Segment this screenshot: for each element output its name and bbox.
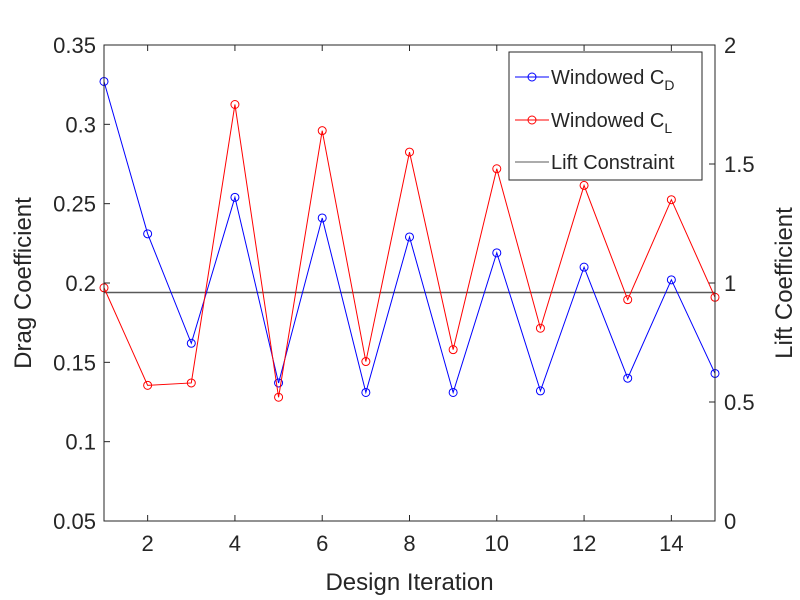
legend-drag-marker — [527, 72, 537, 82]
left-y-tick-label: 0.3 — [65, 112, 96, 137]
right-y-tick-label: 0 — [724, 509, 736, 534]
left-y-tick-label: 0.25 — [53, 192, 96, 217]
legend-drag-label: Windowed CD — [551, 67, 675, 93]
drag-point — [666, 275, 676, 285]
lift-point — [579, 180, 589, 190]
left-y-axis-ticks: 0.05 0.1 0.15 0.2 0.25 0.3 0.35 — [53, 33, 110, 534]
legend-lift-constraint-label: Lift Constraint — [551, 152, 675, 174]
legend: Windowed CD Windowed CL Lift Constraint — [508, 51, 703, 181]
lift-point — [448, 345, 458, 355]
drag-point — [186, 338, 196, 348]
left-y-axis-title: Drag Coefficient — [10, 197, 37, 369]
x-tick-label: 10 — [485, 531, 509, 556]
drag-point — [579, 262, 589, 272]
lift-point — [274, 392, 284, 402]
x-axis-ticks: 2 4 6 8 10 12 14 — [142, 45, 684, 556]
right-y-tick-label: 1.5 — [724, 152, 755, 177]
left-y-tick-label: 0.15 — [53, 350, 96, 375]
lift-point — [230, 100, 240, 109]
lift-point — [405, 147, 414, 157]
drag-point — [317, 213, 327, 223]
lift-point — [535, 323, 545, 333]
lift-point — [623, 295, 633, 305]
drag-point — [143, 229, 153, 239]
drag-point — [623, 373, 633, 383]
lift-point — [186, 378, 196, 388]
x-tick-label: 12 — [572, 531, 596, 556]
left-y-tick-label: 0.35 — [53, 33, 96, 58]
lift-point — [317, 126, 327, 136]
legend-lift-label: Windowed CL — [551, 110, 672, 136]
lift-point — [143, 380, 153, 390]
right-y-tick-label: 2 — [724, 33, 736, 58]
lift-point — [361, 357, 371, 367]
x-axis-title: Design Iteration — [325, 569, 493, 596]
right-y-tick-label: 1 — [724, 271, 736, 296]
right-y-axis-title: Lift Coefficient — [771, 207, 798, 359]
drag-point — [274, 378, 284, 388]
drag-point — [492, 248, 502, 258]
x-tick-label: 6 — [316, 531, 328, 556]
left-y-tick-label: 0.1 — [65, 430, 96, 455]
x-tick-label: 4 — [229, 531, 241, 556]
drag-point — [230, 192, 240, 202]
left-y-tick-label: 0.05 — [53, 509, 96, 534]
drag-point — [405, 232, 414, 242]
left-y-tick-label: 0.2 — [65, 271, 96, 296]
right-y-axis-ticks: 0 0.5 1 1.5 2 — [709, 33, 755, 534]
legend-box — [508, 51, 703, 181]
lift-point — [492, 164, 502, 174]
series-layer — [99, 76, 720, 402]
x-tick-label: 2 — [142, 531, 154, 556]
drag-series-line — [103, 81, 716, 395]
legend-lift-marker — [527, 115, 537, 125]
lift-point — [666, 195, 676, 205]
x-tick-label: 8 — [403, 531, 415, 556]
x-tick-label: 14 — [659, 531, 683, 556]
drag-point — [535, 386, 545, 396]
right-y-tick-label: 0.5 — [724, 390, 755, 415]
drag-point — [448, 387, 458, 397]
lift-series-line — [103, 104, 716, 398]
drag-point — [361, 387, 371, 397]
